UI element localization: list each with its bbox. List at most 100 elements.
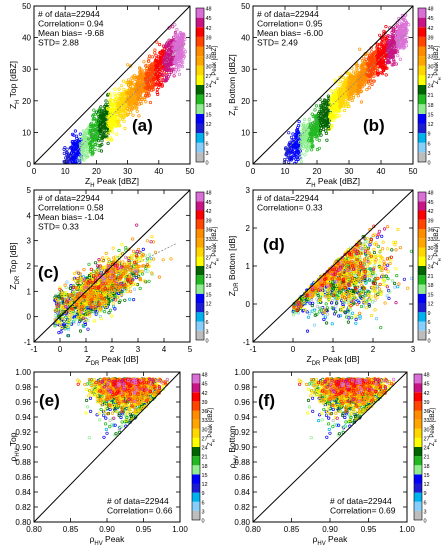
colorbar-segment: [196, 312, 204, 322]
stat-line: Correlation= 0.33: [257, 203, 323, 213]
x-tick-label: 50: [186, 167, 195, 176]
colorbar-segment: [196, 142, 204, 153]
colorbar-tick-label: 45: [206, 16, 212, 22]
x-tick-label: 3: [411, 345, 416, 354]
colorbar-tick-label: 24: [206, 84, 212, 90]
x-tick-label: 30: [123, 167, 132, 176]
colorbar-tick-label: 33: [424, 418, 430, 424]
fit-line: [284, 32, 407, 152]
y-tick-label: 0.94: [15, 413, 31, 422]
colorbar-tick-label: 42: [428, 26, 434, 32]
stat-line: STD= 2.49: [257, 38, 298, 48]
colorbar-tick-label: 36: [206, 45, 212, 51]
x-tick-label: 0.85: [284, 525, 300, 534]
y-tick-label: 1.00: [234, 368, 250, 377]
y-tick-label: 0.86: [15, 473, 31, 482]
colorbar-segment: [418, 219, 426, 229]
colorbar-segment: [196, 247, 204, 257]
colorbar-tick-label: 24: [202, 446, 208, 452]
colorbar-tick-label: 6: [428, 320, 431, 326]
colorbar-segment: [414, 410, 422, 420]
colorbar-tick-label: 21: [428, 274, 434, 280]
colorbar-segment: [414, 501, 422, 511]
y-tick-label: 0.90: [234, 443, 250, 452]
stat-line: Mean bias= -9.68: [38, 28, 104, 38]
colorbar-segment: [418, 46, 426, 57]
colorbar-segment: [196, 113, 204, 124]
colorbar-tick-label: 15: [424, 473, 430, 479]
colorbar-tick-label: 30: [206, 246, 212, 252]
colorbar-segment: [414, 428, 422, 438]
colorbar-tick-label: 15: [202, 473, 208, 479]
colorbar-segment: [414, 419, 422, 429]
colorbar-segment: [196, 75, 204, 85]
colorbar-segment: [418, 56, 426, 66]
colorbar-segment: [414, 510, 422, 520]
y-tick-label: 0.84: [15, 488, 31, 497]
one-to-one-line: [34, 372, 180, 522]
colorbar-segment: [196, 123, 204, 134]
x-axis-label: ZDR Peak [dB]: [307, 354, 360, 367]
colorbar-tick-label: 36: [428, 228, 434, 234]
stat-line: Correlation= 0.95: [257, 19, 323, 29]
colorbar-segment: [192, 419, 200, 429]
colorbar-segment: [418, 17, 426, 28]
colorbar-tick-label: 48: [428, 7, 434, 13]
colorbar-segment: [196, 330, 204, 340]
colorbar-segment: [196, 192, 204, 202]
colorbar-tick-label: 18: [424, 464, 430, 470]
colorbar-tick-label: 33: [428, 55, 434, 61]
y-tick-label: 2: [246, 224, 251, 233]
x-tick-label: -1: [249, 345, 257, 354]
x-tick-label: 10: [281, 167, 290, 176]
colorbar-label: ZH Peak [dBZ]: [434, 46, 442, 84]
one-to-one-line: [253, 372, 407, 522]
y-tick-label: 3: [27, 237, 32, 246]
colorbar-segment: [418, 210, 426, 220]
one-to-one-line: [34, 6, 190, 164]
y-tick-label: 0.86: [234, 473, 250, 482]
stat-line: Correlation= 0.58: [38, 203, 104, 213]
y-tick-label: 10: [22, 128, 31, 137]
y-tick-label: 0.88: [234, 458, 250, 467]
x-tick-label: 0.95: [136, 525, 152, 534]
colorbar-segment: [196, 85, 204, 95]
x-tick-label: 2: [371, 345, 376, 354]
colorbar-segment: [418, 266, 426, 276]
colorbar-tick-label: 12: [424, 482, 430, 488]
stat-line: Correlation= 0.69: [330, 506, 396, 516]
y-tick-label: 0.92: [234, 428, 250, 437]
colorbar-tick-label: 15: [428, 112, 434, 118]
stat-line: Mean bias= -1.04: [38, 212, 104, 222]
colorbar-segment: [418, 85, 426, 95]
y-tick-label: 20: [22, 97, 31, 106]
colorbar-tick-label: 18: [202, 464, 208, 470]
colorbar-tick-label: 6: [202, 500, 205, 506]
x-tick-label: 0.85: [63, 525, 79, 534]
colorbar-segment: [192, 510, 200, 520]
colorbar-tick-label: 45: [424, 382, 430, 388]
colorbar-tick-label: 36: [428, 45, 434, 51]
colorbar-segment: [196, 275, 204, 285]
colorbar-tick-label: 48: [424, 373, 430, 379]
y-tick-label: -1: [243, 338, 251, 347]
scatter-points: [291, 224, 413, 333]
colorbar-tick-label: 27: [206, 255, 212, 261]
colorbar-segment: [414, 483, 422, 493]
x-tick-label: 5: [188, 345, 193, 354]
colorbar-tick-label: 9: [206, 132, 209, 138]
y-tick-label: 0: [27, 160, 32, 169]
colorbar-tick-label: 3: [428, 151, 431, 157]
panel-label: (b): [363, 116, 385, 135]
colorbar-tick-label: 21: [202, 455, 208, 461]
x-tick-label: 40: [377, 167, 386, 176]
x-axis-label: ZH Peak [dBZ]: [306, 176, 360, 189]
colorbar-segment: [196, 303, 204, 313]
colorbar-tick-label: 18: [206, 283, 212, 289]
colorbar-segment: [418, 330, 426, 340]
colorbar-tick-label: 0: [428, 161, 431, 167]
colorbar-tick-label: 30: [424, 427, 430, 433]
colorbar-segment: [418, 275, 426, 285]
